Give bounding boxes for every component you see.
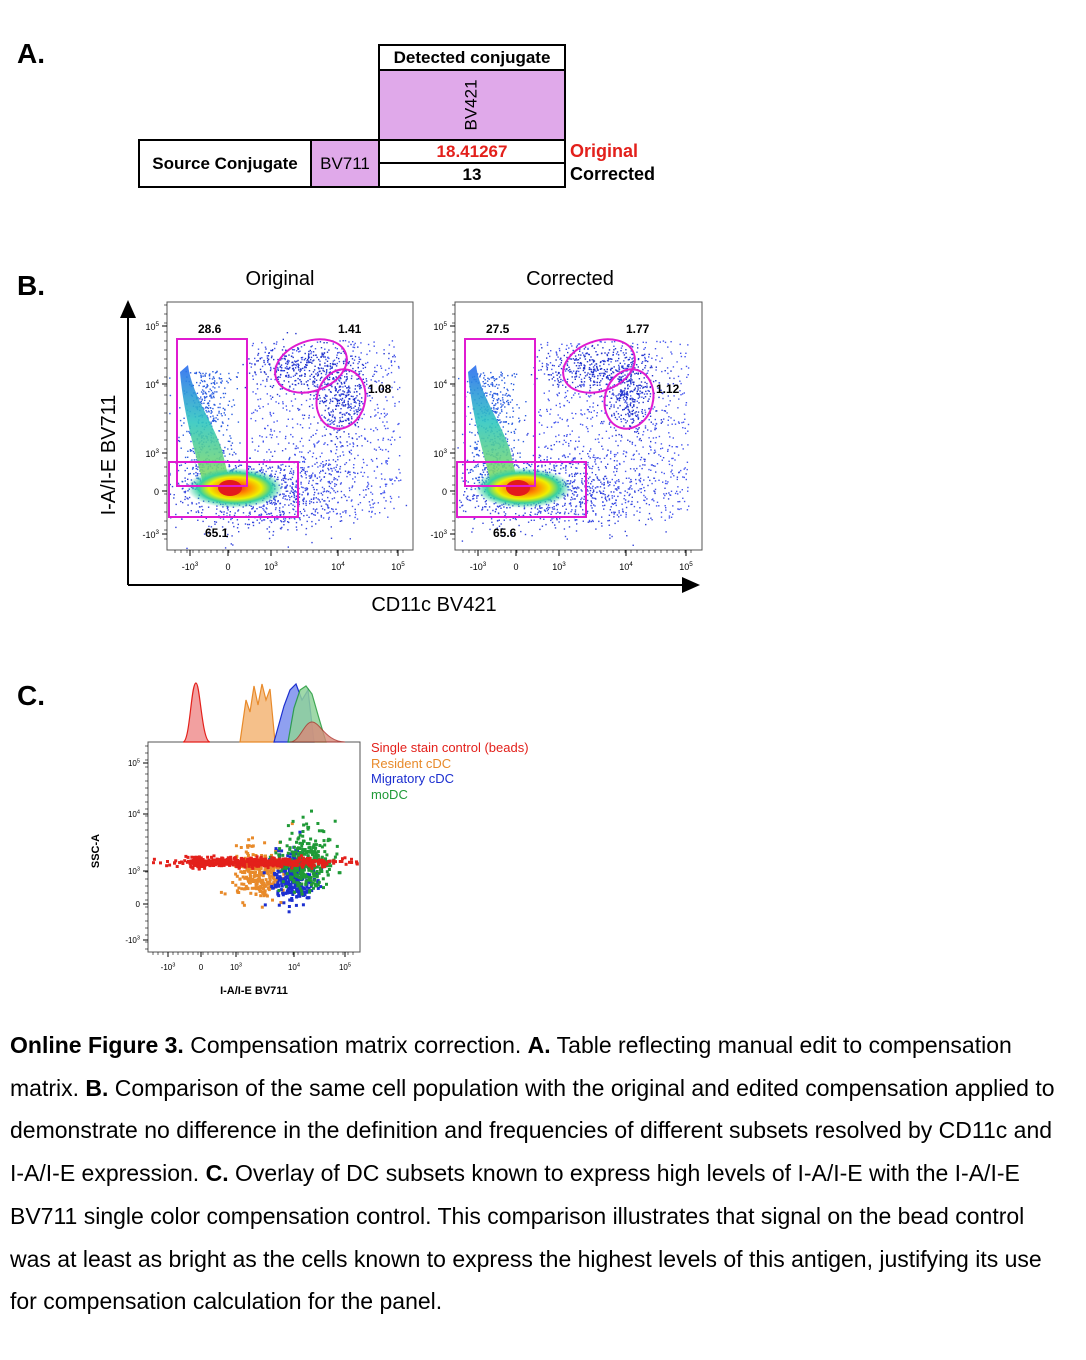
- histogram-beads-bright: [289, 721, 346, 743]
- y-tick-label: -103: [142, 529, 159, 540]
- original-row-label: Original: [570, 141, 639, 161]
- y-tick-label: 104: [433, 379, 447, 390]
- gate-frequency-label: 1.08: [368, 382, 392, 396]
- y-tick-label: -103: [430, 529, 447, 540]
- x-tick-label: -103: [470, 561, 487, 572]
- x-arrow-head: [682, 577, 700, 593]
- gate-frequency-label: 65.1: [205, 526, 229, 540]
- detected-conjugate-header: Detected conjugate: [378, 44, 566, 71]
- y-tick-label: -103: [125, 935, 140, 945]
- caption-c-text: Overlay of DC subsets known to express h…: [10, 1160, 1042, 1315]
- gate-mhcii-high: [464, 338, 536, 487]
- histogram-resident-cdc: [239, 683, 276, 743]
- legend-item-migratory-cdc: Migratory cDC: [371, 771, 455, 786]
- x-tick-label: 0: [199, 963, 204, 972]
- gate-frequency-label: 28.6: [198, 322, 222, 336]
- y-tick-label: 105: [145, 321, 159, 332]
- panel-b-x-label: CD11c BV421: [371, 594, 496, 616]
- gate-double-low: [456, 461, 587, 518]
- legend-item-modc: moDC: [371, 786, 408, 802]
- plot-title: Original: [246, 268, 315, 290]
- y-tick-label: 0: [136, 900, 141, 909]
- x-tick-label: 105: [391, 561, 405, 572]
- y-tick-label: 104: [145, 379, 159, 390]
- y-tick-label: 105: [433, 321, 447, 332]
- panel-c-figure: 105 104 103 0 -103 -103 0 103 104 105 SSC-A I-A/I…: [90, 682, 361, 997]
- gate-cd11c-high: [603, 368, 655, 430]
- x-tick-label: -103: [182, 561, 199, 572]
- legend-item-resident-cdc: Resident cDC: [371, 755, 452, 771]
- x-tick-label: 103: [230, 962, 242, 972]
- y-tick-label: 104: [128, 809, 140, 819]
- corrected-row-label: Corrected: [570, 164, 656, 184]
- gate-mhcii-high: [176, 338, 248, 487]
- caption-b-label: B.: [85, 1074, 109, 1101]
- flow-plot-corrected: Corrected 27.5 1.77 1.12 65.6 105 104 103 0 -103 -…: [430, 268, 703, 572]
- caption-intro: Compensation matrix correction.: [183, 1032, 528, 1058]
- gate-frequency-label: 1.77: [626, 322, 650, 336]
- x-tick-label: 0: [225, 562, 230, 572]
- dense-population-arm: [468, 365, 520, 492]
- gate-frequency-label: 65.6: [493, 526, 517, 540]
- panel-c-legend: Single stain control (beads) Resident cD…: [371, 740, 529, 802]
- figure-caption: Online Figure 3. Compensation matrix cor…: [10, 1024, 1070, 1323]
- corrected-value: 13: [378, 162, 566, 188]
- gate-frequency-label: 27.5: [486, 322, 510, 336]
- panel-b-plots: Original 28.6 1.41 1.08 65.1 105 104 103 0 -103 -1…: [142, 268, 703, 572]
- y-tick-label: 105: [128, 758, 140, 768]
- detected-conjugate-name: BV421: [461, 79, 481, 131]
- caption-figure-label: Online Figure 3.: [10, 1032, 184, 1058]
- panel-label-c: C.: [17, 680, 45, 711]
- caption-c-label: C.: [205, 1160, 229, 1187]
- density-peak: [506, 480, 530, 496]
- x-tick-label: 104: [331, 561, 345, 572]
- x-tick-label: 0: [513, 562, 518, 572]
- panel-label-b: B.: [17, 270, 45, 301]
- gate-double-low: [168, 461, 299, 518]
- source-conjugate-name: BV711: [310, 139, 380, 188]
- y-tick-label: 0: [442, 487, 447, 497]
- gate-frequency-label: 1.12: [656, 382, 680, 396]
- histogram-beads: [182, 682, 211, 743]
- x-tick-label: -103: [161, 962, 176, 972]
- caption-a-label: A.: [527, 1032, 551, 1058]
- panel-c-x-label: I-A/I-E BV711: [220, 985, 288, 997]
- x-tick-label: 103: [264, 561, 278, 572]
- x-tick-label: 104: [288, 962, 300, 972]
- source-conjugate-header: Source Conjugate: [138, 139, 312, 188]
- caption-b-text: Comparison of the same cell population w…: [10, 1074, 1055, 1187]
- original-value: 18.41267: [378, 139, 566, 164]
- x-tick-label: 105: [679, 561, 693, 572]
- density-peak: [218, 480, 242, 496]
- x-tick-label: 104: [619, 561, 633, 572]
- y-tick-label: 103: [128, 866, 140, 876]
- detected-conjugate-cell: BV421: [378, 69, 566, 141]
- y-tick-label: 103: [433, 448, 447, 459]
- y-arrow-head: [120, 300, 136, 318]
- gate-cd11c-high: [315, 368, 367, 430]
- x-tick-label: 105: [339, 962, 351, 972]
- panel-b-figure: I-A/I-E BV711 CD11c BV421 Original 28.6 1.…: [98, 268, 703, 616]
- panel-b-y-label: I-A/I-E BV711: [98, 395, 120, 516]
- legend-item-beads: Single stain control (beads): [371, 740, 529, 755]
- gate-frequency-label: 1.41: [338, 322, 362, 336]
- overlay-scatter: [152, 809, 359, 914]
- plot-title: Corrected: [526, 268, 614, 290]
- dense-population-arm: [180, 365, 232, 492]
- flow-plot-original: Original 28.6 1.41 1.08 65.1 105 104 103 0 -103 -1…: [142, 268, 414, 572]
- y-tick-label: 103: [145, 448, 159, 459]
- caption-a-text: Table reflecting manual edit to compensa…: [10, 1032, 1012, 1101]
- histograms: [182, 682, 346, 743]
- y-tick-label: 0: [154, 487, 159, 497]
- panel-label-a: A.: [17, 38, 45, 69]
- x-tick-label: 103: [552, 561, 566, 572]
- panel-c-plot: 105 104 103 0 -103 -103 0 103 104 105: [125, 682, 361, 972]
- panel-c-y-label: SSC-A: [90, 834, 102, 868]
